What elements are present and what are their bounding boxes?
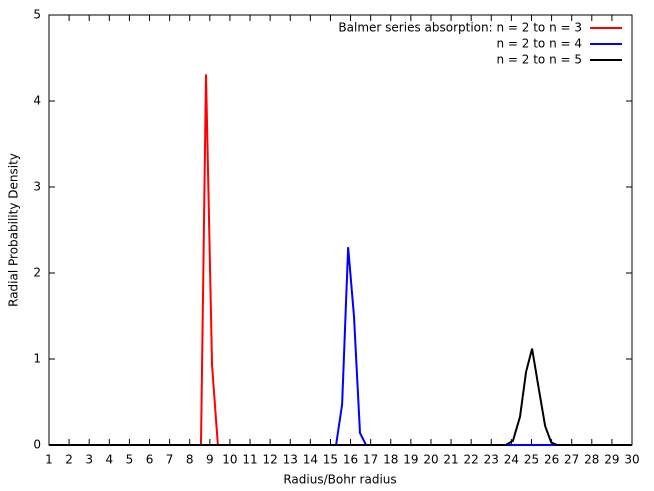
y-tick-label: 5 <box>33 8 41 22</box>
x-tick-label: 10 <box>222 453 237 467</box>
x-axis-label: Radius/Bohr radius <box>283 473 396 487</box>
legend-label: n = 2 to n = 4 <box>496 37 582 51</box>
x-tick-label: 2 <box>65 453 73 467</box>
y-tick-label: 1 <box>33 352 41 366</box>
x-tick-label: 1 <box>45 453 53 467</box>
x-tick-label: 28 <box>584 453 599 467</box>
x-tick-label: 21 <box>443 453 458 467</box>
series-line <box>49 74 632 446</box>
y-tick-label: 0 <box>33 438 41 452</box>
plot-frame <box>48 14 633 446</box>
x-tick-label: 27 <box>564 453 579 467</box>
x-tick-label: 7 <box>166 453 174 467</box>
x-tick-label: 12 <box>262 453 277 467</box>
legend-label: Balmer series absorption: n = 2 to n = 3 <box>338 21 582 35</box>
y-axis-label: Radial Probability Density <box>7 153 21 307</box>
legend-label: n = 2 to n = 5 <box>496 53 582 67</box>
x-tick-label: 26 <box>544 453 559 467</box>
x-tick-label: 29 <box>604 453 619 467</box>
x-tick-label: 4 <box>105 453 113 467</box>
x-tick-label: 5 <box>126 453 134 467</box>
x-tick-label: 25 <box>524 453 539 467</box>
x-tick-label: 20 <box>423 453 438 467</box>
x-tick-label: 13 <box>283 453 298 467</box>
y-tick-label: 4 <box>33 94 41 108</box>
x-tick-label: 8 <box>186 453 194 467</box>
x-tick-label: 19 <box>403 453 418 467</box>
x-tick-label: 15 <box>323 453 338 467</box>
x-tick-label: 11 <box>242 453 257 467</box>
series-line <box>49 348 632 446</box>
series-line <box>49 247 632 446</box>
x-tick-label: 17 <box>363 453 378 467</box>
x-tick-label: 23 <box>484 453 499 467</box>
y-tick-label: 3 <box>33 180 41 194</box>
x-tick-label: 18 <box>383 453 398 467</box>
x-tick-label: 16 <box>343 453 358 467</box>
x-tick-label: 22 <box>464 453 479 467</box>
x-tick-label: 14 <box>303 453 318 467</box>
x-tick-label: 9 <box>206 453 214 467</box>
y-tick-label: 2 <box>33 266 41 280</box>
x-tick-label: 3 <box>85 453 93 467</box>
x-tick-label: 6 <box>146 453 154 467</box>
x-tick-label: 24 <box>504 453 519 467</box>
x-tick-label: 30 <box>624 453 639 467</box>
